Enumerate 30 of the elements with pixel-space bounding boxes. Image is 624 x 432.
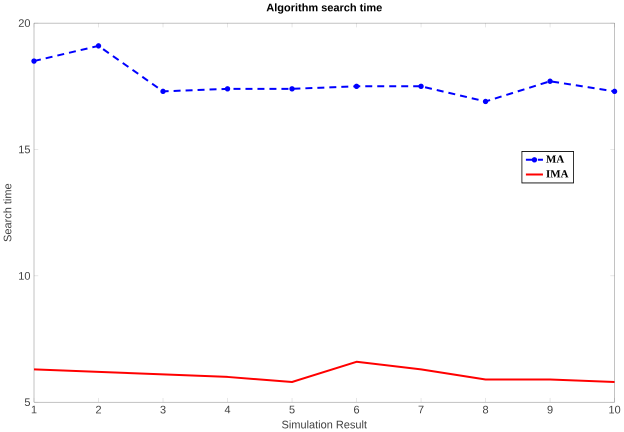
x-tick-label: 1 [32,406,37,414]
x-tick-label: 10 [609,406,620,414]
x-tick-label: 9 [548,406,553,414]
x-tick-label: 7 [418,406,424,414]
y-tick-label: 5 [24,398,30,406]
y-axis-title: Search time [3,184,12,242]
point [224,86,230,92]
point [418,84,424,90]
y-tick-label: 10 [19,272,30,280]
legend-label: IMA [546,170,568,178]
x-tick-label: 2 [96,406,102,414]
y-tick-label: 20 [18,19,30,28]
line-series [34,360,615,384]
x-tick-label: 4 [224,406,230,414]
point [289,86,295,92]
point [31,58,37,64]
point [612,88,618,94]
point [96,43,102,49]
point [160,88,166,94]
x-axis-title: Simulation Result [282,420,367,429]
x-tick-label: 5 [289,406,295,414]
point [547,78,553,84]
y-tick-label: 15 [19,146,30,154]
chart-title: Algorithm search time [266,3,382,14]
point [482,98,488,104]
x-tick-label: 3 [160,406,166,414]
point [354,84,360,90]
x-tick-label: 6 [354,406,360,414]
x-tick-label: 8 [482,406,488,414]
legend-label: MA [546,156,564,163]
